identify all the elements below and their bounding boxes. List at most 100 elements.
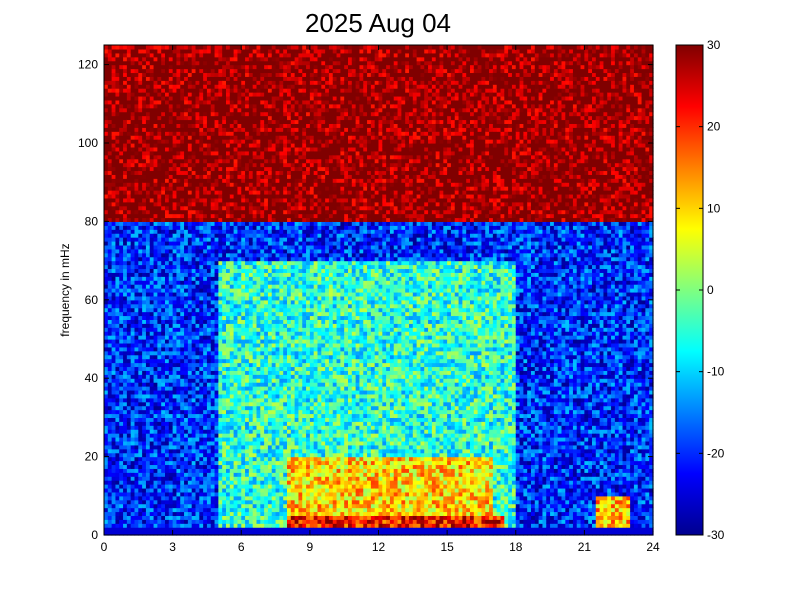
- heatmap-cell: [165, 401, 170, 407]
- heatmap-cell: [161, 464, 166, 469]
- heatmap-cell: [214, 319, 219, 324]
- heatmap-cell: [161, 429, 166, 434]
- heatmap-cell: [126, 115, 132, 121]
- heatmap-cell: [222, 229, 227, 234]
- heatmap-cell: [176, 437, 181, 442]
- heatmap-cell: [206, 476, 212, 481]
- heatmap-cell: [241, 103, 246, 109]
- heatmap-cell: [107, 335, 113, 340]
- heatmap-cell: [222, 362, 227, 368]
- heatmap-cell: [153, 531, 158, 536]
- heatmap-cell: [172, 401, 178, 407]
- heatmap-cell: [180, 386, 185, 391]
- heatmap-cell: [157, 425, 162, 430]
- heatmap-cell: [157, 268, 162, 273]
- heatmap-cell: [214, 174, 219, 179]
- heatmap-cell: [142, 268, 147, 273]
- heatmap-cell: [241, 503, 246, 509]
- heatmap-cell: [187, 460, 193, 466]
- heatmap-cell: [153, 72, 158, 77]
- heatmap-cell: [191, 162, 197, 168]
- heatmap-cell: [153, 205, 158, 211]
- heatmap-cell: [206, 252, 212, 258]
- heatmap-cell: [252, 268, 258, 273]
- heatmap-cell: [149, 229, 155, 234]
- heatmap-cell: [176, 193, 181, 199]
- heatmap-cell: [138, 84, 143, 89]
- heatmap-cell: [142, 495, 147, 501]
- heatmap-cell: [237, 280, 242, 285]
- heatmap-cell: [241, 531, 246, 536]
- heatmap-cell: [157, 362, 162, 368]
- heatmap-cell: [210, 186, 216, 191]
- heatmap-cell: [168, 437, 174, 442]
- heatmap-cell: [145, 60, 151, 66]
- heatmap-cell: [245, 64, 250, 70]
- heatmap-cell: [233, 127, 239, 132]
- heatmap-cell: [195, 248, 200, 254]
- heatmap-cell: [138, 389, 143, 395]
- heatmap-cell: [153, 495, 158, 501]
- heatmap-cell: [241, 135, 246, 140]
- heatmap-cell: [184, 315, 189, 320]
- heatmap-cell: [149, 248, 155, 254]
- heatmap-cell: [233, 515, 239, 520]
- heatmap-cell: [176, 170, 181, 175]
- heatmap-cell: [142, 397, 147, 403]
- heatmap-cell: [168, 503, 174, 509]
- heatmap-cell: [214, 495, 219, 501]
- heatmap-cell: [161, 319, 166, 324]
- heatmap-cell: [233, 487, 239, 493]
- heatmap-cell: [222, 107, 227, 113]
- heatmap-cell: [195, 409, 200, 415]
- heatmap-cell: [107, 76, 113, 81]
- heatmap-cell: [119, 280, 124, 285]
- heatmap-cell: [187, 88, 193, 93]
- heatmap-cell: [195, 507, 200, 513]
- heatmap-cell: [172, 437, 178, 442]
- heatmap-cell: [153, 456, 158, 462]
- heatmap-cell: [180, 401, 185, 407]
- heatmap-cell: [233, 111, 239, 117]
- heatmap-cell: [126, 523, 132, 528]
- heatmap-cell: [168, 405, 174, 411]
- heatmap-cell: [229, 307, 235, 313]
- heatmap-cell: [157, 386, 162, 391]
- heatmap-cell: [161, 190, 166, 195]
- heatmap-cell: [206, 135, 212, 140]
- heatmap-cell: [222, 154, 227, 160]
- heatmap-cell: [165, 417, 170, 422]
- heatmap-cell: [119, 131, 124, 136]
- heatmap-cell: [229, 413, 235, 418]
- heatmap-cell: [248, 197, 254, 203]
- heatmap-cell: [142, 374, 147, 379]
- heatmap-cell: [126, 409, 132, 415]
- heatmap-cell: [119, 80, 124, 85]
- heatmap-cell: [245, 127, 250, 132]
- heatmap-cell: [218, 484, 223, 489]
- heatmap-cell: [115, 307, 120, 313]
- heatmap-cell: [134, 413, 139, 418]
- heatmap-cell: [176, 327, 181, 332]
- heatmap-cell: [229, 448, 235, 454]
- heatmap-cell: [153, 346, 158, 352]
- heatmap-cell: [172, 303, 178, 309]
- heatmap-cell: [226, 299, 231, 305]
- heatmap-cell: [157, 323, 162, 328]
- heatmap-cell: [123, 519, 128, 524]
- heatmap-cell: [119, 237, 124, 242]
- heatmap-cell: [187, 95, 193, 101]
- heatmap-cell: [119, 88, 124, 93]
- heatmap-cells: [104, 45, 654, 536]
- heatmap-cell: [187, 515, 193, 520]
- heatmap-cell: [134, 186, 139, 191]
- heatmap-cell: [218, 342, 223, 348]
- heatmap-cell: [157, 45, 162, 50]
- heatmap-cell: [153, 45, 158, 50]
- heatmap-cell: [145, 339, 151, 344]
- heatmap-cell: [222, 131, 227, 136]
- heatmap-cell: [248, 531, 254, 536]
- heatmap-cell: [149, 519, 155, 524]
- heatmap-cell: [237, 182, 242, 187]
- heatmap-cell: [168, 456, 174, 462]
